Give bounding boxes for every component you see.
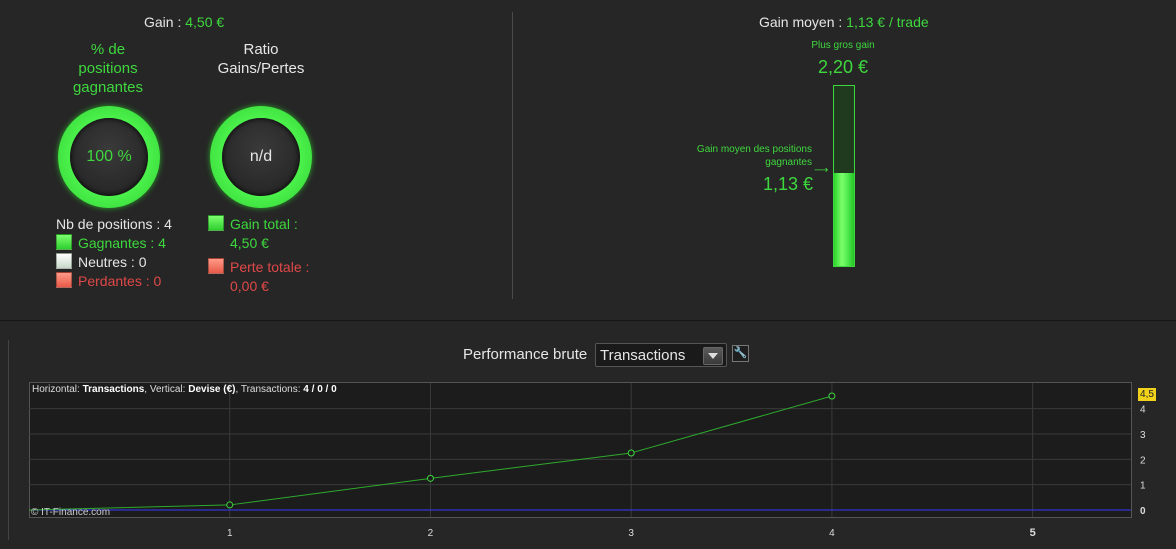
x-tick-label: 3 (628, 528, 634, 539)
chart-info-h-label: Horizontal: (32, 384, 80, 395)
data-point (226, 501, 234, 509)
win-pct-title-line: gagnantes (72, 79, 144, 96)
total-loss: Perte totale : (208, 258, 309, 277)
y-tick-label: 1 (1140, 481, 1146, 492)
chart-info-loss: 0 (331, 384, 337, 395)
chart-info-sep: / (308, 384, 318, 395)
win-pct-title: % de positions gagnantes (48, 40, 168, 97)
positions-neutral-text: Neutres : 0 (78, 254, 147, 270)
section-divider (0, 320, 1176, 321)
positions-winning: Gagnantes : 4 (56, 234, 172, 253)
white-square-icon (56, 253, 72, 269)
chart-info-win: 4 (303, 384, 309, 395)
chart-info-sep: / (322, 384, 332, 395)
red-square-icon (208, 258, 224, 274)
positions-total: Nb de positions : 4 (56, 216, 172, 232)
chevron-down-icon[interactable] (703, 347, 723, 365)
performance-label: Performance brute (463, 346, 588, 363)
positions-legend: Nb de positions : 4 Gagnantes : 4 Neutre… (56, 215, 172, 291)
copyright: © IT-Finance.com (31, 507, 111, 518)
positions-winning-text: Gagnantes : 4 (78, 235, 166, 251)
gain-label: Gain : (144, 14, 182, 30)
data-point (828, 392, 836, 400)
win-pct-title-line: % de (90, 41, 126, 58)
avg-winning-label-line: Gain moyen des positions (696, 144, 812, 155)
data-point (426, 474, 434, 482)
x-tick-label: 1 (227, 528, 233, 539)
total-loss-label: Perte totale : (230, 259, 310, 275)
win-pct-gauge: 100 % (58, 106, 160, 208)
avg-gain-value: 1,13 € / trade (846, 14, 929, 30)
avg-gain-bar (833, 85, 855, 267)
chart-info-t-label: , Transactions: (235, 384, 301, 395)
chart-info-v-label: , Vertical: (144, 384, 186, 395)
y-tick-label: 4 (1140, 405, 1146, 416)
totals-legend: Gain total : 4,50 € Perte totale : 0,00 … (208, 215, 309, 296)
avg-gain-bar-fill (834, 173, 854, 266)
ratio-title: Ratio Gains/Pertes (196, 40, 326, 78)
wrench-icon: 🔧 (733, 347, 748, 359)
panel-divider (512, 12, 513, 299)
biggest-gain-label: Plus gros gain (811, 40, 875, 51)
ratio-title-line: Gains/Pertes (217, 60, 305, 77)
avg-gain-summary: Gain moyen : 1,13 € / trade (759, 14, 929, 30)
left-edge-line (8, 340, 9, 540)
chart-area (29, 382, 1132, 518)
x-tick-label: 2 (428, 528, 434, 539)
y-tick-label: 3 (1140, 430, 1146, 441)
biggest-gain-value: 2,20 € (817, 57, 869, 77)
arrow-right-icon: ⟶ (814, 165, 829, 176)
avg-winning-label: Gain moyen des positions gagnantes (660, 143, 812, 169)
positions-neutral: Neutres : 0 (56, 253, 172, 272)
total-gain-value: 4,50 € (230, 235, 269, 251)
chart-info-v-value: Devise (€) (188, 384, 236, 395)
ratio-value: n/d (222, 118, 300, 196)
ratio-title-line: Ratio (243, 41, 279, 58)
chart-info-h-value: Transactions (82, 384, 145, 395)
x-tick-label: 5 (1030, 527, 1036, 539)
avg-winning-value: 1,13 € (762, 174, 813, 194)
chart-info: Horizontal: Transactions, Vertical: Devi… (32, 384, 337, 395)
gain-summary: Gain : 4,50 € (144, 14, 224, 30)
last-value-badge: 4,5 (1138, 388, 1156, 401)
total-gain: Gain total : (208, 215, 309, 234)
performance-select[interactable]: Transactions (595, 343, 727, 367)
positions-losing: Perdantes : 0 (56, 272, 172, 291)
settings-button[interactable]: 🔧 (732, 345, 749, 362)
win-pct-title-line: positions (78, 60, 138, 77)
total-gain-label: Gain total : (230, 216, 298, 232)
gain-value: 4,50 € (185, 14, 225, 30)
avg-gain-label: Gain moyen : (759, 14, 843, 30)
green-square-icon (56, 234, 72, 250)
positions-losing-text: Perdantes : 0 (78, 273, 162, 289)
ratio-gauge: n/d (210, 106, 312, 208)
performance-select-value: Transactions (600, 347, 686, 364)
x-tick-label: 4 (829, 528, 835, 539)
avg-winning-label-line: gagnantes (765, 157, 812, 168)
data-point (627, 449, 635, 457)
green-square-icon (208, 215, 224, 231)
y-tick-label: 0 (1140, 506, 1146, 517)
y-tick-label: 2 (1140, 455, 1146, 466)
red-square-icon (56, 272, 72, 288)
chart-info-neutral: 0 (317, 384, 323, 395)
win-pct-value: 100 % (70, 118, 148, 196)
total-loss-value: 0,00 € (230, 278, 269, 294)
